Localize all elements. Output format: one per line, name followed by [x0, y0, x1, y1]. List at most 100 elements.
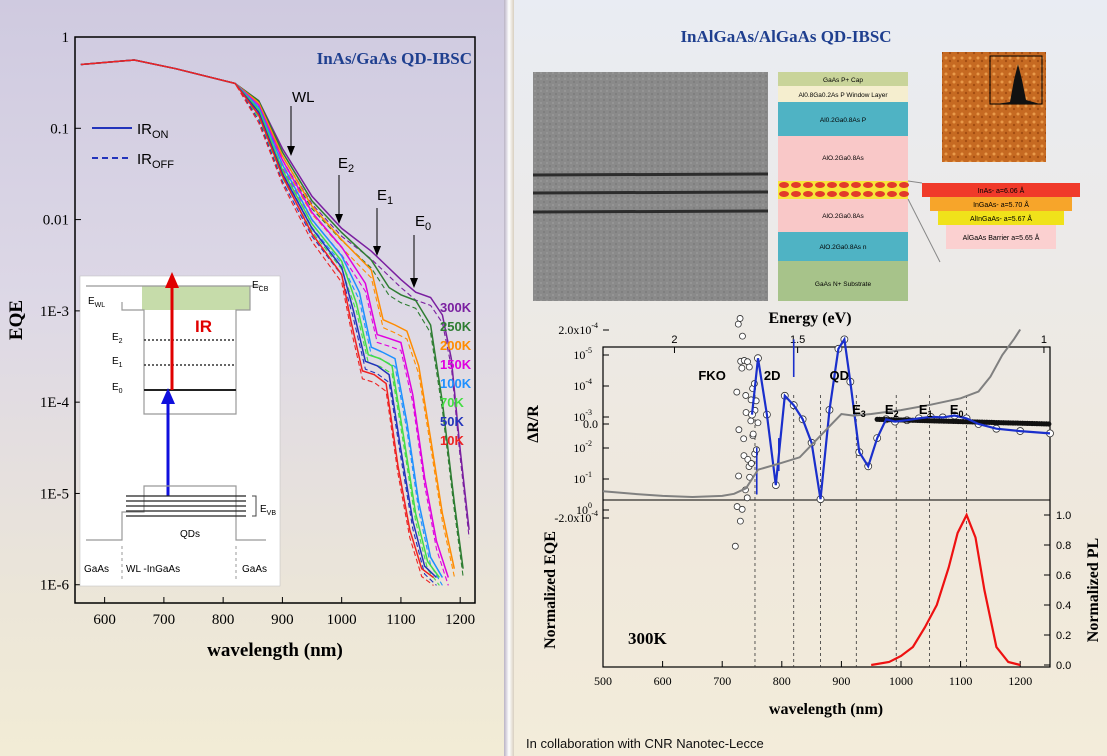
right-x-tick-label: 600 [654, 674, 672, 688]
svg-text:E2: E2 [112, 332, 123, 345]
layer-label-window: Al0.8Ga0.2As P Window Layer [798, 92, 888, 99]
eqe-curve-50K-off [80, 59, 437, 586]
left-x-tick-label: 800 [212, 612, 235, 628]
qd-dot [851, 182, 861, 188]
eqe-y-tick-label: 10-4 [573, 377, 592, 393]
right-x-tick-label: 1200 [1008, 674, 1032, 688]
pl-y-tick-label: 0.2 [1056, 630, 1071, 642]
left-x-tick-label: 700 [153, 612, 176, 628]
strain-stack: InAs- a=6.06 Å InGaAs- a=5.70 Å AlInGaAs… [922, 183, 1080, 249]
energy-ticks: 2 1.5 1 [671, 334, 1047, 353]
fko-data-point [745, 363, 753, 371]
band-diagram-inset: EWL ECB E2 E1 E0 IR EVB QDs GaAs WL -InG… [79, 272, 281, 587]
normalized-eqe-curve [602, 328, 1022, 499]
fko-data-point [734, 320, 742, 328]
svg-text:EWL: EWL [88, 296, 105, 309]
dr-y-axis-label: ΔR/R [525, 405, 542, 443]
strain-alingaas: AlInGaAs- a=5.67 Å [970, 214, 1032, 223]
temp-label-250K: 250K [440, 319, 472, 334]
left-x-tick-label: 900 [271, 612, 294, 628]
layer-label-i-top: AlO.2Ga0.8As [822, 155, 864, 162]
qd-dot [899, 191, 909, 197]
dr-y-tick-label: 0.0 [583, 417, 598, 431]
qd-dot [875, 191, 885, 197]
left-series-group [80, 59, 470, 586]
qd-dot [815, 182, 825, 188]
left-y-tick-label: 0.01 [43, 213, 69, 229]
dr-y-tick-label: -2.0x10-4 [554, 509, 598, 525]
layer-label-n: AlO.2Ga0.8As n [820, 244, 867, 251]
fko-data-point [738, 364, 746, 372]
left-y-tick-label: 0.1 [50, 121, 69, 137]
energy-tick-label: 2 [671, 334, 677, 346]
eqe-y-tick-exponent: -2 [585, 439, 592, 448]
qd-dot [815, 191, 825, 197]
energy-axis-label: Energy (eV) [768, 310, 851, 327]
fko-data-point [743, 494, 751, 502]
left-chart-title: InAs/GaAs QD-IBSC [317, 49, 472, 68]
dr-y-tick-exponent: -4 [591, 321, 598, 330]
eqe-curve-10K-off [80, 59, 434, 586]
dr-label-subscript: 1 [928, 409, 933, 419]
fko-data-point [742, 392, 750, 399]
annotation-e2: E2 [335, 155, 354, 224]
fko-data-point [738, 505, 746, 513]
right-plot-frame [602, 346, 1051, 668]
fko-data-point [736, 517, 744, 525]
legend-off-label: IROFF [137, 151, 174, 171]
qd-dot [803, 191, 813, 197]
fko-data-point [735, 426, 743, 434]
pl-y-tick-label: 0.0 [1056, 660, 1071, 672]
svg-text:E0: E0 [415, 213, 431, 233]
fko-data-point [736, 315, 744, 322]
dr-series-group [731, 315, 1054, 550]
temp-label-50K: 50K [440, 414, 464, 429]
dr-label-QD: QD [829, 368, 849, 383]
annotation-e0: E0 [410, 213, 431, 288]
right-x-tick-label: 1100 [949, 674, 973, 688]
eqe-y-tick-exponent: 0 [588, 501, 592, 510]
fko-data-point [733, 388, 741, 396]
dr-data-point-dense [1046, 421, 1052, 427]
panel-divider [504, 0, 514, 756]
fko-data-point [735, 472, 742, 480]
qd-dot [875, 182, 885, 188]
dr-y-tick-label: 2.0x10-4 [558, 321, 598, 337]
right-x-tick-label: 1000 [889, 674, 913, 688]
qd-dot [887, 182, 897, 188]
qd-dot [863, 191, 873, 197]
energy-tick-label: 1.5 [790, 334, 805, 346]
fko-data-point [740, 435, 748, 443]
credit-text: In collaboration with CNR Nanotec-Lecce [526, 736, 764, 751]
qd-dot [839, 182, 849, 188]
pl-y-tick-label: 0.6 [1056, 570, 1071, 582]
qd-dot [887, 191, 897, 197]
layer-label-substrate: GaAs N+ Substrate [815, 281, 872, 288]
svg-text:E1: E1 [377, 187, 393, 207]
temp-label-100K: 100K [440, 376, 472, 391]
svg-text:E2: E2 [338, 155, 354, 175]
pl-y-tick-label: 0.8 [1056, 540, 1071, 552]
svg-text:GaAs: GaAs [242, 564, 267, 575]
eqe-curve-150K-off [80, 59, 449, 586]
svg-text:EVB: EVB [260, 504, 276, 517]
left-y-ticks: 1 0.1 0.01 1E-3 1E-4 1E-5 1E-6 [40, 30, 81, 594]
afm-image [942, 52, 1046, 162]
dr-label-2D: 2D [764, 368, 781, 383]
left-y-axis-label: EQE [6, 300, 27, 340]
eqe-curve-70K-off [80, 59, 440, 586]
dr-label-E3: E3 [852, 402, 866, 419]
left-y-tick-label: 1 [62, 30, 70, 46]
right-title: InAlGaAs/AlGaAs QD-IBSC [680, 27, 891, 46]
fko-data-point [747, 417, 755, 425]
eqe-y-tick-label: 10-1 [573, 470, 592, 486]
layer-label-cap: GaAs P+ Cap [823, 77, 863, 84]
left-x-ticks: 600 700 800 900 1000 1100 1200 [93, 597, 475, 628]
right-x-tick-label: 800 [773, 674, 791, 688]
left-temperature-labels: 300K 250K 200K 150K 100K 70K 50K 10K [440, 300, 472, 448]
layer-label-p: Al0.2Ga0.8As P [820, 117, 866, 124]
svg-text:GaAs: GaAs [84, 564, 109, 575]
annotation-e1: E1 [373, 187, 393, 256]
